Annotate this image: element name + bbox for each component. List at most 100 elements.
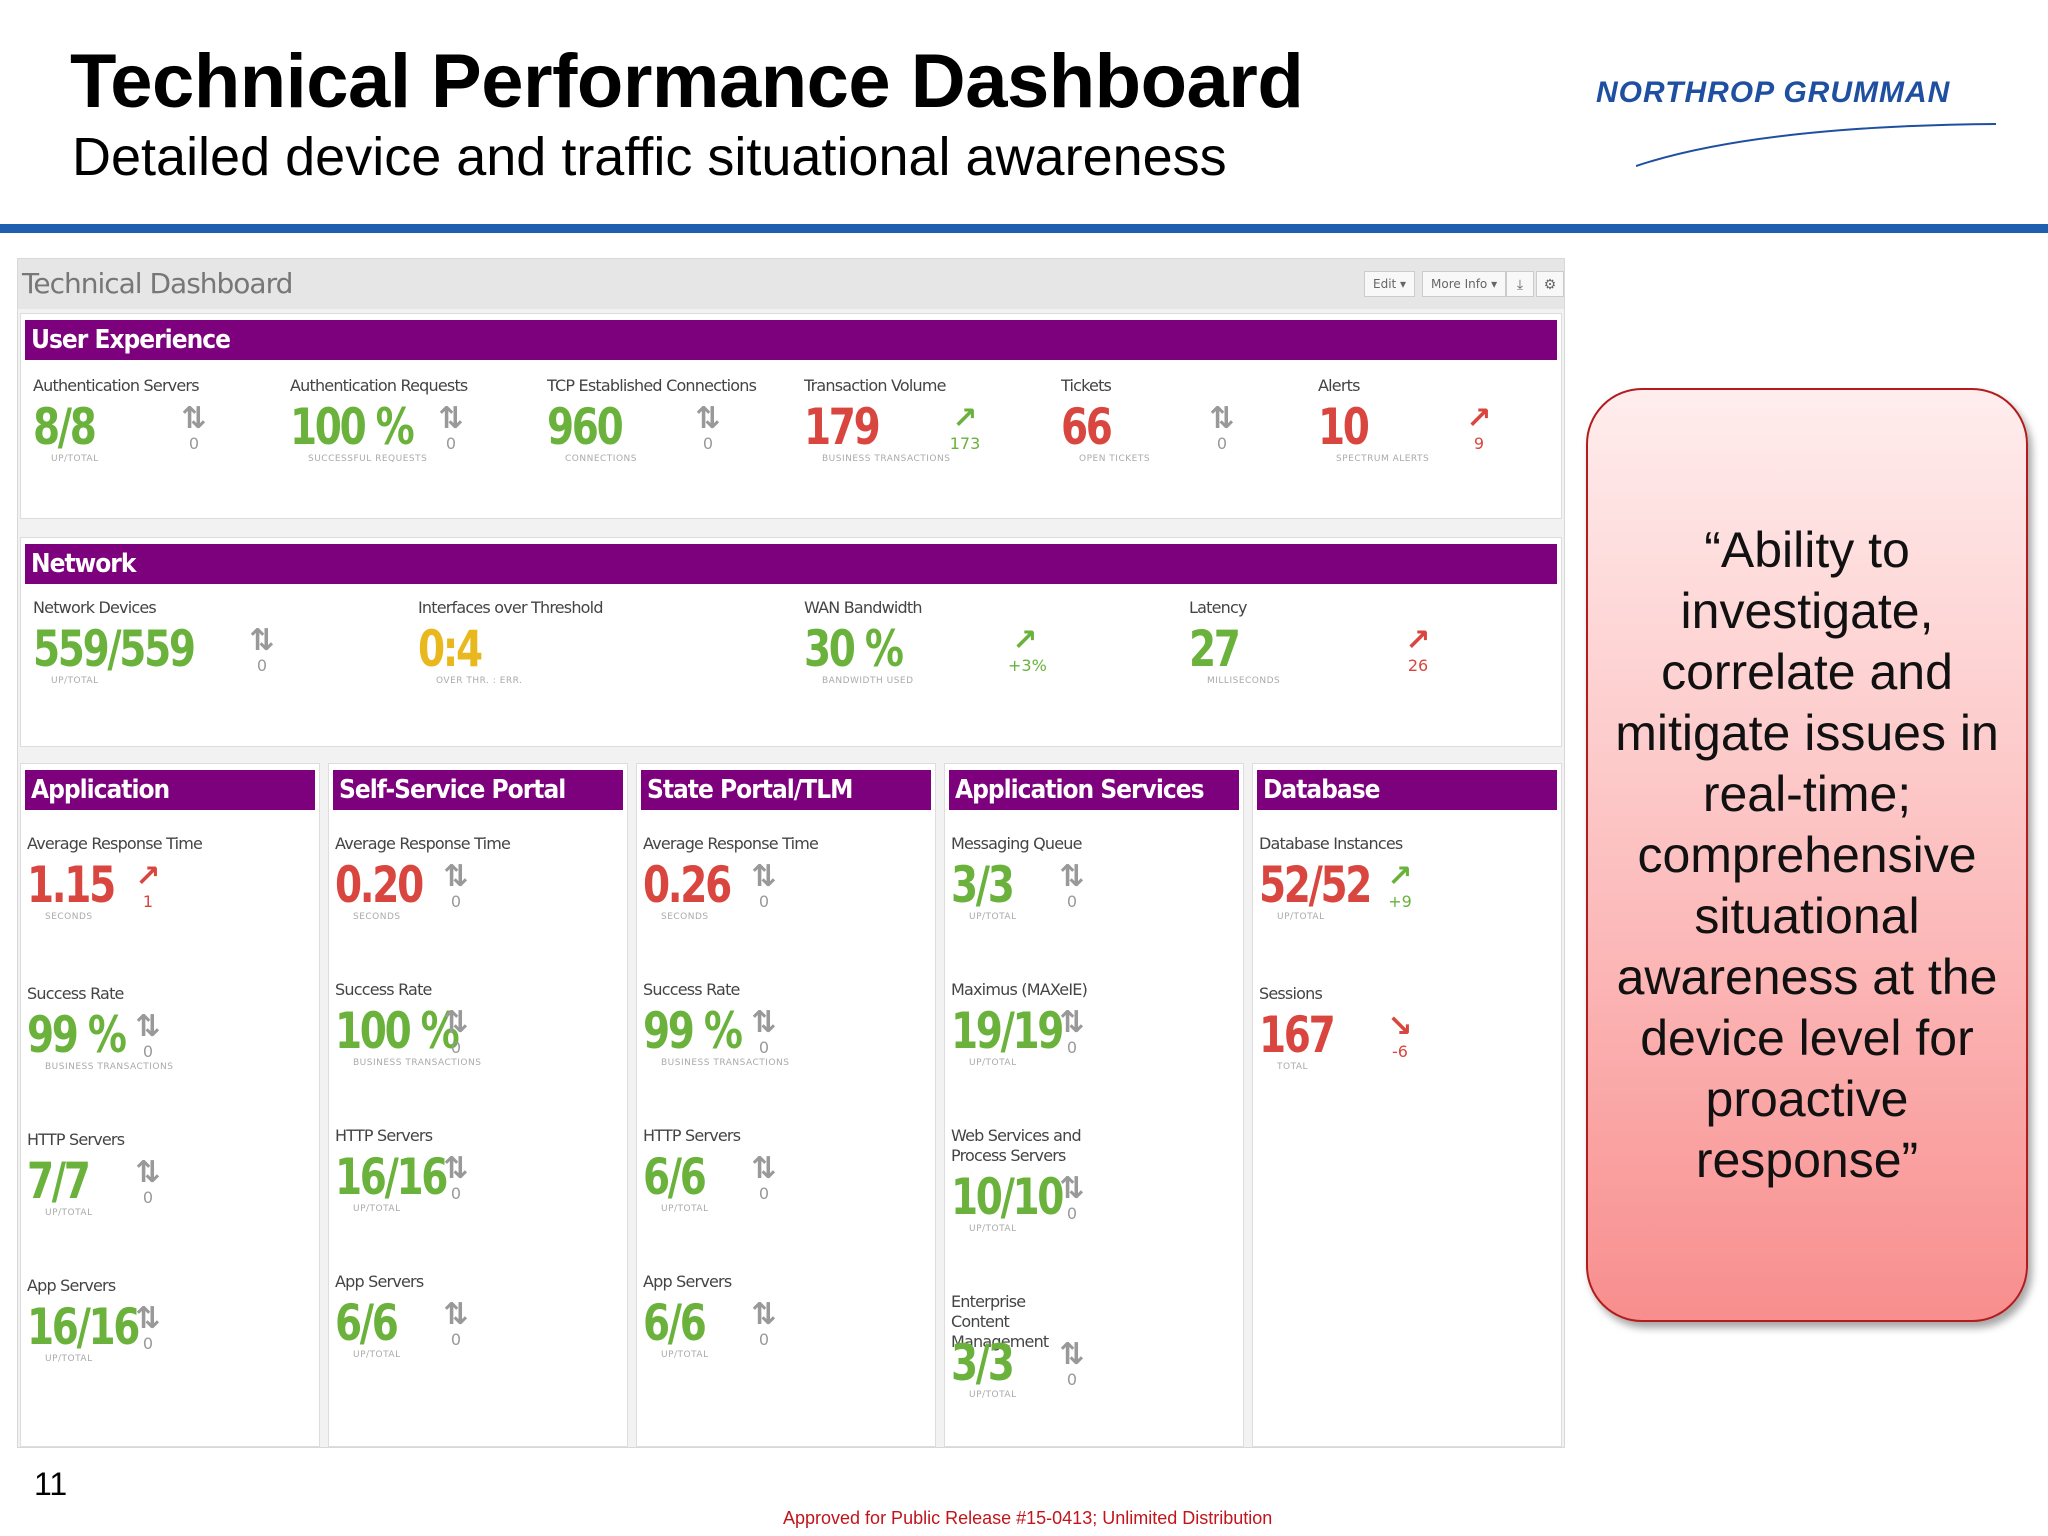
metric-app-servers[interactable]: App Servers 6/6 UP/TOTAL ⇅ 0 (329, 1272, 579, 1392)
metric-label: Average Response Time (27, 834, 203, 853)
metric-sub: UP/TOTAL (353, 1350, 401, 1360)
trend-delta: 0 (1066, 1204, 1078, 1223)
trend-indicator: ↗ 9 (1462, 404, 1496, 454)
metric-interfaces-over-threshold[interactable]: Interfaces over Threshold 0:4 OVER THR. … (412, 598, 662, 718)
panel-title: Application Services (949, 770, 1239, 810)
neutral-trend-icon: ⇅ (751, 1151, 777, 1186)
metric-label: App Servers (335, 1272, 424, 1291)
metric-average-response-time[interactable]: Average Response Time 0.26 SECONDS ⇅ 0 (637, 834, 887, 954)
metric-maximus[interactable]: Maximus (MAXeIE) 19/19 UP/TOTAL ⇅ 0 (945, 980, 1195, 1100)
trend-indicator: ↘ -6 (1383, 1012, 1417, 1062)
metric-label: Success Rate (643, 980, 740, 999)
download-icon[interactable]: ⤓ (1506, 271, 1534, 297)
trend-delta: 0 (758, 892, 770, 911)
metric-sub: OPEN TICKETS (1079, 454, 1151, 464)
metric-label: HTTP Servers (335, 1126, 433, 1145)
trend-indicator: ⇅ 0 (439, 862, 473, 912)
metric-label: TCP Established Connections (547, 376, 757, 395)
edit-button[interactable]: Edit ▾ (1364, 271, 1416, 297)
metric-sub: UP/TOTAL (51, 676, 99, 686)
metric-app-servers[interactable]: App Servers 6/6 UP/TOTAL ⇅ 0 (637, 1272, 887, 1392)
more-info-button[interactable]: More Info ▾ (1422, 271, 1507, 297)
metric-network-devices[interactable]: Network Devices 559/559 UP/TOTAL ⇅ 0 (27, 598, 277, 718)
trend-delta: 0 (758, 1330, 770, 1349)
panel-title: Database (1257, 770, 1557, 810)
metric-authentication-requests[interactable]: Authentication Requests 100 % SUCCESSFUL… (284, 376, 534, 496)
trend-delta: +9 (1388, 892, 1412, 911)
metric-http-servers[interactable]: HTTP Servers 7/7 UP/TOTAL ⇅ 0 (21, 1130, 271, 1250)
arrow-up-icon: ↗ (1012, 623, 1038, 658)
metric-label: App Servers (643, 1272, 732, 1291)
settings-icon[interactable]: ⚙ (1536, 271, 1564, 297)
metric-value: 7/7 (27, 1152, 91, 1210)
metric-sessions[interactable]: Sessions 167 TOTAL ↘ -6 (1253, 984, 1503, 1104)
neutral-trend-icon: ⇅ (1059, 1171, 1085, 1206)
trend-delta: 0 (758, 1038, 770, 1057)
trend-indicator: ⇅ 0 (439, 1005, 473, 1058)
metric-sub: UP/TOTAL (661, 1350, 709, 1360)
panel-title: Self-Service Portal (333, 770, 623, 810)
metric-sub: TOTAL (1277, 1062, 1309, 1072)
metric-enterprise-content-management[interactable]: Enterprise Content Management 3/3 UP/TOT… (945, 1292, 1195, 1442)
trend-indicator: ⇅ 0 (1055, 1005, 1089, 1058)
panel-title: State Portal/TLM (641, 770, 931, 810)
neutral-trend-icon: ⇅ (751, 1005, 777, 1040)
metric-value: 6/6 (335, 1294, 399, 1352)
trend-delta: -6 (1392, 1042, 1408, 1061)
trend-delta: 0 (758, 1184, 770, 1203)
neutral-trend-icon: ⇅ (135, 1155, 161, 1190)
neutral-trend-icon: ⇅ (135, 1009, 161, 1044)
metric-messaging-queue[interactable]: Messaging Queue 3/3 UP/TOTAL ⇅ 0 (945, 834, 1195, 954)
metric-label: Tickets (1061, 376, 1112, 395)
panel-title: User Experience (25, 320, 1557, 360)
metric-average-response-time[interactable]: Average Response Time 0.20 SECONDS ⇅ 0 (329, 834, 579, 954)
metric-authentication-servers[interactable]: Authentication Servers 8/8 UP/TOTAL ⇅ 0 (27, 376, 277, 496)
trend-delta: 0 (188, 434, 200, 453)
trend-indicator: ⇅ 0 (177, 404, 211, 454)
neutral-trend-icon: ⇅ (438, 401, 464, 436)
metric-app-servers[interactable]: App Servers 16/16 UP/TOTAL ⇅ 0 (21, 1276, 271, 1396)
neutral-trend-icon: ⇅ (443, 1151, 469, 1186)
neutral-trend-icon: ⇅ (135, 1301, 161, 1336)
metric-tcp-connections[interactable]: TCP Established Connections 960 CONNECTI… (541, 376, 791, 496)
metric-transaction-volume[interactable]: Transaction Volume 179 BUSINESS TRANSACT… (798, 376, 1048, 496)
metric-value: 179 (804, 398, 881, 456)
trend-delta: 0 (142, 1188, 154, 1207)
neutral-trend-icon: ⇅ (1059, 1005, 1085, 1040)
metric-tickets[interactable]: Tickets 66 OPEN TICKETS ⇅ 0 (1055, 376, 1305, 496)
metric-value: 6/6 (643, 1148, 707, 1206)
trend-delta: 0 (450, 1184, 462, 1203)
metric-label: Network Devices (33, 598, 157, 617)
metric-average-response-time[interactable]: Average Response Time 1.15 SECONDS ↗ 1 (21, 834, 271, 954)
metric-label: Transaction Volume (804, 376, 947, 395)
metric-value: 3/3 (951, 1334, 1015, 1392)
metric-database-instances[interactable]: Database Instances 52/52 UP/TOTAL ↗ +9 (1253, 834, 1503, 954)
metric-http-servers[interactable]: HTTP Servers 16/16 UP/TOTAL ⇅ 0 (329, 1126, 579, 1246)
logo-swoosh-icon (1636, 123, 1996, 167)
metric-wan-bandwidth[interactable]: WAN Bandwidth 30 % BANDWIDTH USED ↗ +3% (798, 598, 1048, 718)
metric-success-rate[interactable]: Success Rate 99 % BUSINESS TRANSACTIONS … (21, 984, 271, 1104)
metric-latency[interactable]: Latency 27 MILLISECONDS ↗ 26 (1183, 598, 1433, 718)
metric-success-rate[interactable]: Success Rate 100 % BUSINESS TRANSACTIONS… (329, 980, 579, 1100)
dashboard-title: Technical Dashboard (22, 267, 293, 300)
trend-delta: 0 (450, 892, 462, 911)
metric-web-services[interactable]: Web Services and Process Servers 10/10 U… (945, 1126, 1195, 1276)
neutral-trend-icon: ⇅ (1059, 1337, 1085, 1372)
metric-http-servers[interactable]: HTTP Servers 6/6 UP/TOTAL ⇅ 0 (637, 1126, 887, 1246)
logo-text: NORTHROP GRUMMAN (1596, 76, 1951, 109)
trend-delta: 0 (450, 1038, 462, 1057)
panel-application-services: Application Services Messaging Queue 3/3… (944, 763, 1244, 1447)
trend-delta: 0 (702, 434, 714, 453)
metric-success-rate[interactable]: Success Rate 99 % BUSINESS TRANSACTIONS … (637, 980, 887, 1100)
metric-sub: SPECTRUM ALERTS (1336, 454, 1430, 464)
metric-value: 99 % (643, 1002, 743, 1060)
neutral-trend-icon: ⇅ (443, 1005, 469, 1040)
page-number: 11 (34, 1466, 68, 1502)
arrow-up-icon: ↗ (135, 859, 161, 894)
trend-indicator: ⇅ 0 (691, 404, 725, 454)
metric-alerts[interactable]: Alerts 10 SPECTRUM ALERTS ↗ 9 (1312, 376, 1562, 496)
metric-value: 6/6 (643, 1294, 707, 1352)
trend-delta: +3% (1008, 656, 1047, 675)
trend-delta: 9 (1473, 434, 1485, 453)
trend-indicator: ⇅ 0 (747, 1005, 781, 1058)
